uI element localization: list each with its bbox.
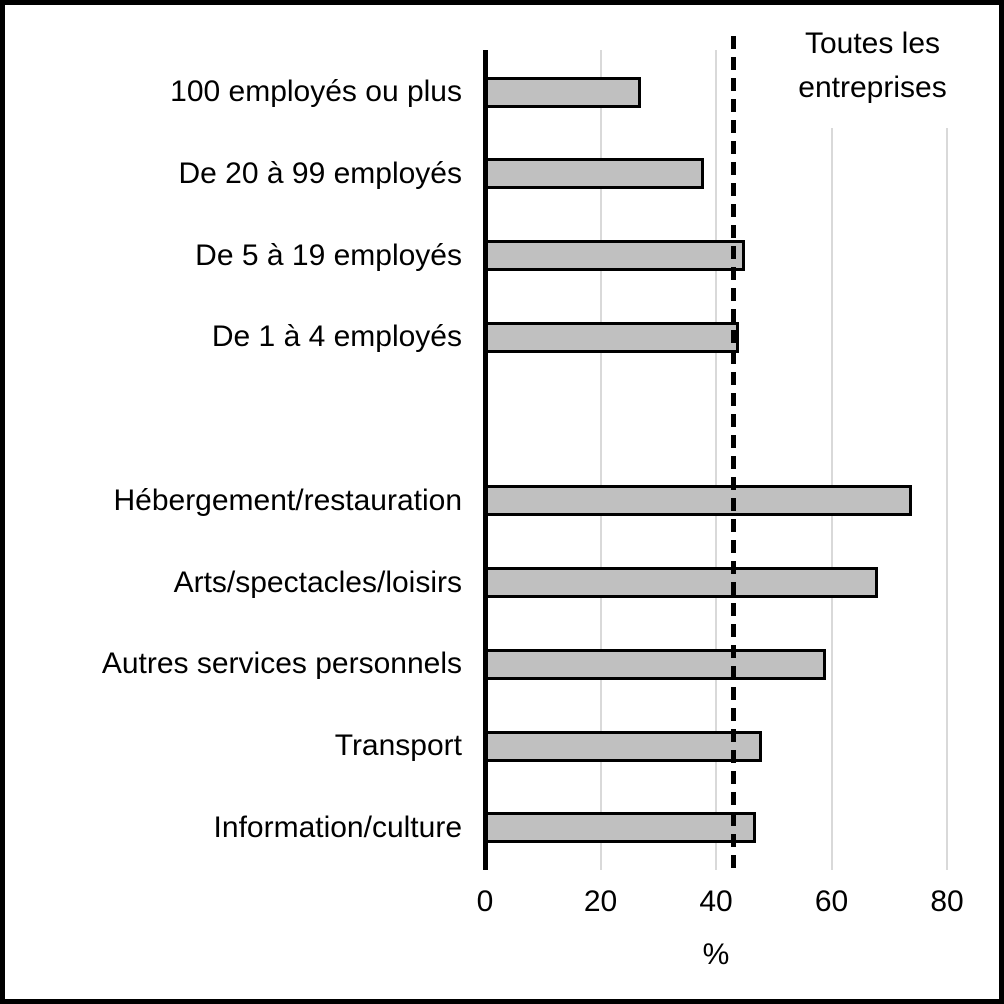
reference-line-label: Toutes les entreprises: [755, 22, 990, 128]
reference-line-label-line1: Toutes les: [804, 27, 941, 60]
x-tick-label-60: 60: [814, 885, 849, 918]
category-label-5: Hébergement/restauration: [113, 483, 462, 517]
category-label-4: De 1 à 4 employés: [211, 320, 462, 354]
category-label-2: De 20 à 99 employés: [178, 156, 462, 190]
gridline-60: [830, 50, 833, 870]
bar-1: [485, 76, 641, 108]
category-label-6: Arts/spectacles/loisirs: [173, 565, 462, 599]
bar-6: [485, 567, 878, 598]
bar-9: [485, 812, 757, 844]
gridline-20: [599, 50, 602, 870]
reference-line-label-line2: entreprises: [798, 71, 947, 104]
gridline-80: [946, 50, 948, 870]
bar-3: [485, 240, 745, 271]
bar-4: [485, 321, 740, 353]
gridline-40: [715, 50, 717, 870]
category-label-3: De 5 à 19 employés: [195, 238, 462, 272]
x-tick-label-80: 80: [930, 885, 964, 918]
bar-8: [485, 730, 763, 762]
bar-7: [485, 648, 826, 680]
category-label-8: Transport: [334, 729, 462, 762]
category-label-7: Autres services personnels: [101, 647, 462, 681]
category-label-9: Information/culture: [213, 810, 462, 844]
bar-5: [485, 485, 913, 517]
y-axis-line: [483, 50, 488, 870]
category-label-1: 100 employés ou plus: [170, 75, 462, 108]
reference-line: [730, 36, 736, 872]
bar-2: [485, 158, 705, 190]
x-tick-label-40: 40: [699, 885, 733, 918]
x-axis-title: %: [702, 938, 730, 971]
x-tick-label-0: 0: [476, 885, 494, 918]
x-tick-label-20: 20: [583, 885, 618, 918]
